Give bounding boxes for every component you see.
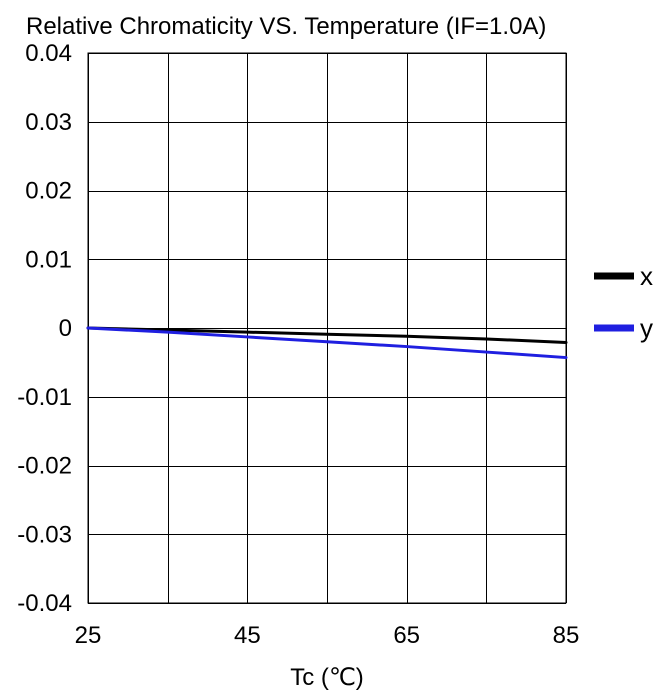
x-tick-label: 25: [75, 622, 102, 649]
legend: xy: [594, 261, 653, 343]
x-axis-title: Tc (℃): [290, 664, 364, 691]
y-tick-label: 0.02: [25, 178, 72, 205]
x-tick-labels: 25 45 65 85: [75, 622, 580, 649]
x-tick-label: 85: [553, 622, 580, 649]
legend-label-x: x: [640, 261, 653, 291]
series-line-y: [86, 326, 568, 360]
y-tick-label: 0.01: [25, 246, 72, 273]
y-tick-label: -0.03: [17, 521, 72, 548]
series-line-x: [86, 326, 568, 344]
x-tick-label: 45: [234, 622, 261, 649]
legend-label-y: y: [640, 313, 653, 343]
series-layer: [86, 326, 568, 360]
grid-layer: [88, 53, 567, 604]
y-tick-label: -0.01: [17, 384, 72, 411]
y-tick-label: 0.03: [25, 109, 72, 136]
y-tick-label: 0.04: [25, 40, 72, 67]
chart-title: Relative Chromaticity VS. Temperature (I…: [26, 13, 546, 40]
y-tick-labels: 0.04 0.03 0.02 0.01 0 -0.01 -0.02 -0.03 -0.04: [17, 40, 72, 617]
y-tick-label: 0: [59, 315, 72, 342]
y-tick-label: -0.02: [17, 453, 72, 480]
y-tick-label: -0.04: [17, 590, 72, 617]
x-tick-label: 65: [393, 622, 420, 649]
